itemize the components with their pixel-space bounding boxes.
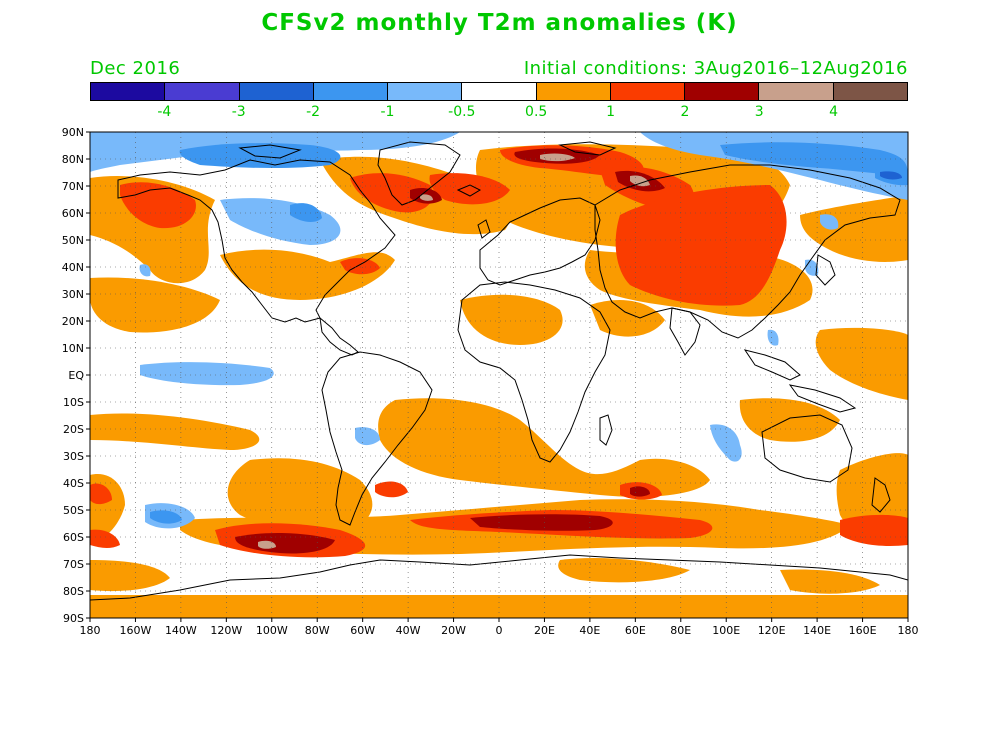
lon-label: 140E [803, 624, 831, 637]
colorbar-label: 2 [680, 104, 690, 120]
lat-label: 70N [62, 180, 84, 193]
lon-label: 80E [670, 624, 691, 637]
colorbar-swatch [313, 83, 389, 100]
colorbar-swatch [610, 83, 686, 100]
lat-label: 40N [62, 261, 84, 274]
lat-label: 80S [63, 585, 84, 598]
colorbar-swatch [833, 83, 907, 100]
initial-conditions-label: Initial conditions: 3Aug2016–12Aug2016 [523, 58, 908, 79]
colorbar-swatch [759, 83, 834, 100]
lat-label: 60S [63, 531, 84, 544]
lat-label: 80N [62, 153, 84, 166]
lon-label: 80W [305, 624, 330, 637]
lat-label: 50N [62, 234, 84, 247]
colorbar-label: 3 [754, 104, 764, 120]
lat-label: 10N [62, 342, 84, 355]
colorbar-label: -4 [157, 104, 172, 120]
lat-label: 60N [62, 207, 84, 220]
lon-label: 120E [758, 624, 786, 637]
colorbar-label: -0.5 [448, 104, 476, 120]
colorbar [90, 82, 908, 101]
lon-label: 180 [80, 624, 101, 637]
lon-label: 0 [496, 624, 503, 637]
lon-label: 100E [712, 624, 740, 637]
colorbar-label: -2 [306, 104, 321, 120]
colorbar-swatch [462, 83, 537, 100]
lat-label: 20N [62, 315, 84, 328]
lat-label: 70S [63, 558, 84, 571]
lon-label: 180 [898, 624, 919, 637]
lon-label: 160E [849, 624, 877, 637]
lon-label: 160W [120, 624, 152, 637]
lat-label: 90S [63, 612, 84, 625]
lon-label: 60W [350, 624, 375, 637]
lat-label: 20S [63, 423, 84, 436]
lon-label: 20E [534, 624, 555, 637]
colorbar-label: 1 [606, 104, 615, 120]
anomaly-cold-3 [880, 171, 902, 180]
colorbar-label: 0.5 [525, 104, 548, 120]
valid-month-label: Dec 2016 [90, 58, 181, 79]
colorbar-swatch [239, 83, 314, 100]
lon-label: 100W [256, 624, 288, 637]
lat-label: 30N [62, 288, 84, 301]
lon-label: 120W [210, 624, 242, 637]
colorbar-swatch [91, 83, 166, 100]
colorbar-swatch [685, 83, 760, 100]
colorbar-label: -3 [231, 104, 246, 120]
lat-label: EQ [68, 369, 84, 382]
lon-label: 140W [165, 624, 197, 637]
colorbar-swatch [165, 83, 240, 100]
lon-label: 40W [396, 624, 421, 637]
lat-label: 40S [63, 477, 84, 490]
colorbar-swatch [536, 83, 611, 100]
colorbar-label: -1 [380, 104, 395, 120]
map-title: CFSv2 monthly T2m anomalies (K) [261, 10, 738, 36]
gridlines [90, 132, 908, 618]
lon-label: 20W [441, 624, 466, 637]
lat-label: 10S [63, 396, 84, 409]
lat-label: 30S [63, 450, 84, 463]
lon-label: 60E [625, 624, 646, 637]
colorbar-swatch [388, 83, 463, 100]
lat-label: 50S [63, 504, 84, 517]
colorbar-label: 4 [829, 104, 839, 120]
latitude-axis: 90N 80N 70N 60N 50N 40N 30N 20N 10N EQ 10S 20S 30S 40… [62, 126, 85, 625]
lat-label: 90N [62, 126, 84, 139]
anomaly-field [90, 132, 908, 618]
axis-ticks [86, 131, 909, 622]
lon-label: 40E [579, 624, 600, 637]
longitude-axis: 180 160W 140W 120W 100W 80W 60W 40W 20W 0 20E 40E 60… [80, 624, 919, 637]
coastlines [90, 141, 908, 601]
